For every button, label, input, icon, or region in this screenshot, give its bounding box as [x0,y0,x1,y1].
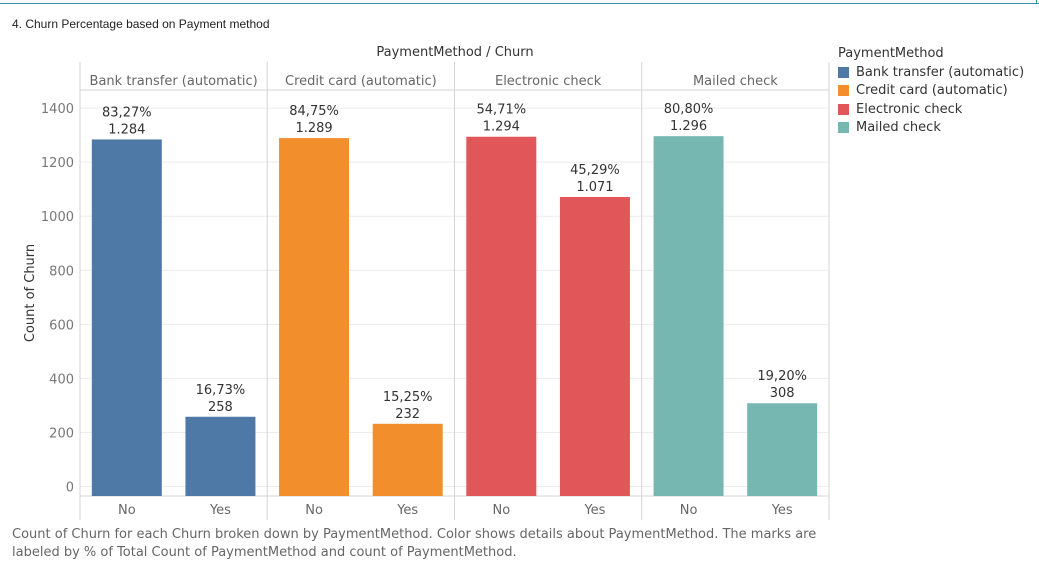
bar-count-label: 232 [395,407,420,422]
bar [185,416,256,496]
y-tick-label: 600 [49,318,74,333]
legend-item-electronic-check[interactable]: Electronic check [838,100,1024,119]
y-tick-label: 800 [49,264,74,279]
x-tick-label: No [305,503,323,518]
legend-swatch [838,103,849,115]
y-tick-label: 400 [49,372,74,387]
bar [372,423,443,496]
bar-count-label: 1.294 [483,120,520,135]
y-tick-label: 1200 [41,156,74,171]
x-tick-label: No [118,503,136,518]
pane-header: Electronic check [495,74,602,89]
legend-item-mailed-check[interactable]: Mailed check [838,119,1024,138]
x-tick-label: No [680,503,698,518]
bar-pct-label: 16,73% [196,383,246,398]
bar-pct-label: 54,71% [477,103,527,118]
top-border [0,0,1039,4]
bar-count-label: 308 [770,386,795,401]
bar-count-label: 1.284 [108,122,145,137]
pane-header: Credit card (automatic) [285,74,437,89]
bar-pct-label: 15,25% [383,390,433,405]
bar-pct-label: 45,29% [570,163,620,178]
bar [747,403,818,496]
x-tick-label: Yes [583,503,605,518]
legend-title: PaymentMethod [838,46,944,61]
legend-label: Bank transfer (automatic) [856,64,1025,80]
y-tick-label: 200 [49,426,74,441]
chart-title: PaymentMethod / Churn [376,45,533,60]
y-tick-label: 0 [66,481,74,496]
bar [466,136,537,496]
y-tick-label: 1000 [41,210,74,225]
churn-bar-chart: PaymentMethod / Churn Count of Churn 0 200 4… [23,45,830,520]
legend-label: Electronic check [856,101,963,117]
legend-item-credit-card[interactable]: Credit card (automatic) [838,82,1024,101]
bar-pct-label: 80,80% [664,102,714,117]
x-tick-label: Yes [396,503,418,518]
bar-count-label: 1.071 [576,180,613,195]
pane-header: Mailed check [693,74,778,89]
bar-count-label: 258 [208,400,233,415]
x-tick-label: Yes [209,503,231,518]
bar [653,136,724,496]
x-tick-label: No [492,503,510,518]
legend-swatch [838,85,849,97]
bar-pct-label: 83,27% [102,105,152,120]
bar [559,197,630,496]
bar-count-label: 1.289 [295,121,332,136]
bar [279,138,350,496]
legend-label: Mailed check [856,120,941,136]
legend-swatch [838,66,849,78]
sheet-title: 4. Churn Percentage based on Payment met… [12,17,270,31]
legend: PaymentMethod Bank transfer (automatic) … [838,46,1024,137]
legend-label: Credit card (automatic) [856,83,1008,99]
bar-count-label: 1.296 [670,119,707,134]
bar [91,139,162,496]
bar-pct-label: 19,20% [757,369,807,384]
legend-item-bank-transfer[interactable]: Bank transfer (automatic) [838,63,1024,82]
x-tick-label: Yes [771,503,793,518]
y-tick-label: 1400 [41,102,74,117]
chart-caption: Count of Churn for each Churn broken dow… [12,527,817,560]
y-axis-label: Count of Churn [23,244,38,342]
pane-header: Bank transfer (automatic) [90,74,258,89]
bar-pct-label: 84,75% [289,104,339,119]
legend-swatch [838,122,849,134]
